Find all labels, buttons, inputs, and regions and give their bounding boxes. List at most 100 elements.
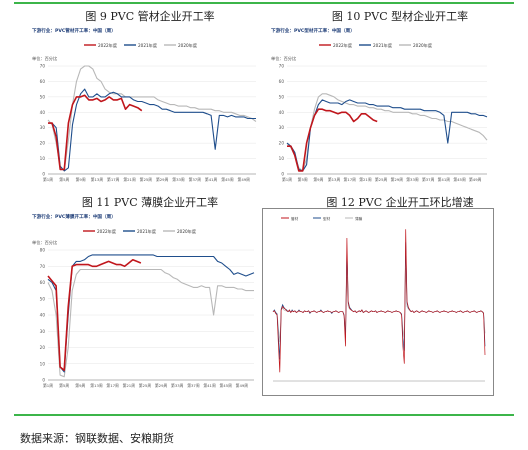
chart-9-svg: 下游行业：PVC管材开工率：中国（周） 2022年度 2021年度 2020年度单位：… bbox=[32, 27, 257, 182]
figure-title-11: 图 11 PVC 薄膜企业开工率 bbox=[81, 196, 219, 209]
series-line-薄膜 bbox=[272, 268, 486, 343]
y-tick-label: 70 bbox=[40, 64, 46, 69]
series-line-2021年度 bbox=[48, 88, 256, 172]
y-tick-label: 40 bbox=[279, 110, 285, 115]
y-tick-label: 60 bbox=[40, 79, 46, 84]
y-tick-label: 50 bbox=[279, 94, 285, 99]
y-tick-label: 50 bbox=[40, 296, 46, 301]
chart-title: 下游行业：PVC薄膜开工率：中国（周） bbox=[32, 213, 116, 220]
x-tick-label: 第45周 bbox=[453, 177, 466, 182]
legend-label: 2022年度 bbox=[333, 42, 353, 49]
x-tick-label: 第49周 bbox=[236, 383, 249, 388]
legend-label: 2022年度 bbox=[97, 228, 117, 235]
y-tick-label: 60 bbox=[40, 280, 46, 285]
series-line-2022年度 bbox=[48, 94, 143, 171]
y-tick-label: 0 bbox=[42, 172, 45, 177]
y-tick-label: 20 bbox=[40, 345, 46, 350]
x-tick-label: 第25周 bbox=[140, 177, 153, 182]
chart-panel-10: 下游行业：PVC型材开工率：中国（周） 2022年度 2021年度 2020年度 单位：… bbox=[265, 22, 493, 188]
x-tick-label: 第9周 bbox=[313, 177, 323, 182]
legend-label: 2020年度 bbox=[413, 42, 433, 49]
x-tick-label: 第5周 bbox=[59, 383, 69, 388]
chart-10-svg: 下游行业：PVC型材开工率：中国（周） 2022年度 2021年度 2020年度单位：… bbox=[271, 27, 488, 182]
x-tick-label: 第17周 bbox=[107, 177, 120, 182]
x-tick-label: 第49周 bbox=[238, 177, 251, 182]
x-tick-label: 第29周 bbox=[155, 383, 168, 388]
chart-11-svg: 下游行业：PVC薄膜开工率：中国（周） 2022年度 2021年度 2020年度单位：… bbox=[32, 213, 255, 388]
legend-label: 2021年度 bbox=[137, 228, 157, 235]
y-tick-label: 80 bbox=[40, 248, 46, 253]
y-axis-label: 单位：百分比 bbox=[32, 239, 57, 246]
x-tick-label: 第25周 bbox=[139, 383, 152, 388]
legend: 2022年度 2021年度 2020年度 bbox=[84, 42, 198, 49]
legend-label: 2022年度 bbox=[98, 42, 118, 49]
chart-panel-11: 下游行业：PVC薄膜开工率：中国（周） 2022年度 2021年度 2020年度单位：… bbox=[26, 208, 260, 394]
x-tick-label: 第45周 bbox=[220, 383, 233, 388]
y-tick-label: 70 bbox=[40, 264, 46, 269]
series-line-2022年度 bbox=[287, 108, 378, 172]
x-tick-label: 第33周 bbox=[172, 177, 185, 182]
series-line-管材 bbox=[272, 229, 486, 373]
x-tick-label: 第49周 bbox=[469, 177, 482, 182]
series-line-2021年度 bbox=[47, 254, 255, 373]
source-note: 数据来源：钢联数据、安粮期货 bbox=[20, 432, 174, 445]
series-line-型材 bbox=[272, 242, 486, 360]
y-tick-label: 60 bbox=[279, 79, 285, 84]
x-tick-label: 第45周 bbox=[221, 177, 234, 182]
legend-label: 2021年度 bbox=[373, 42, 393, 49]
x-tick-label: 第37周 bbox=[187, 383, 200, 388]
y-tick-label: 10 bbox=[279, 156, 285, 161]
x-tick-label: 第21周 bbox=[359, 177, 372, 182]
x-tick-label: 第5周 bbox=[298, 177, 308, 182]
x-tick-label: 第13周 bbox=[91, 177, 104, 182]
x-tick-label: 第1周 bbox=[43, 177, 53, 182]
y-tick-label: 0 bbox=[42, 378, 45, 383]
legend-label: 2021年度 bbox=[138, 42, 158, 49]
y-tick-label: 70 bbox=[279, 64, 285, 69]
x-tick-label: 第41周 bbox=[205, 177, 218, 182]
series-line-2020年度 bbox=[286, 93, 488, 172]
y-tick-label: 40 bbox=[40, 313, 46, 318]
figure-title-12: 图 12 PVC 企业开工环比增速 bbox=[326, 196, 474, 209]
x-tick-label: 第9周 bbox=[76, 177, 86, 182]
x-tick-label: 第29周 bbox=[391, 177, 404, 182]
x-tick-label: 第41周 bbox=[438, 177, 451, 182]
y-tick-label: 40 bbox=[40, 110, 46, 115]
series-line-2022年度 bbox=[47, 259, 142, 372]
x-tick-label: 第1周 bbox=[43, 383, 53, 388]
y-tick-label: 30 bbox=[40, 125, 46, 130]
y-tick-label: 10 bbox=[40, 156, 46, 161]
x-tick-label: 第13周 bbox=[90, 383, 103, 388]
chart-title: 下游行业：PVC型材开工率：中国（周） bbox=[271, 27, 355, 34]
legend-label: 型材 bbox=[323, 216, 331, 221]
legend-label: 2020年度 bbox=[178, 42, 198, 49]
figure-title-10: 图 10 PVC 型材企业开工率 bbox=[331, 10, 469, 23]
top-rule bbox=[14, 2, 514, 4]
x-tick-label: 第21周 bbox=[123, 383, 136, 388]
x-tick-label: 第25周 bbox=[375, 177, 388, 182]
legend: 2022年度 2021年度 2020年度 bbox=[319, 42, 433, 49]
x-tick-label: 第33周 bbox=[406, 177, 419, 182]
x-tick-label: 第33周 bbox=[171, 383, 184, 388]
series-line-2020年度 bbox=[47, 65, 257, 172]
y-tick-label: 30 bbox=[40, 329, 46, 334]
y-tick-label: 10 bbox=[40, 361, 46, 366]
y-axis-label: 单位：百分比 bbox=[32, 55, 57, 62]
figure-title-9: 图 9 PVC 管材企业开工率 bbox=[85, 10, 215, 23]
y-tick-label: 20 bbox=[279, 141, 285, 146]
chart-title: 下游行业：PVC管材开工率：中国（周） bbox=[32, 27, 116, 34]
x-tick-label: 第37周 bbox=[422, 177, 435, 182]
chart-panel-9: 下游行业：PVC管材开工率：中国（周） 2022年度 2021年度 2020年度单位：… bbox=[26, 22, 262, 188]
y-tick-label: 50 bbox=[40, 94, 46, 99]
x-tick-label: 第1周 bbox=[282, 177, 292, 182]
legend: 2022年度 2021年度 2020年度 bbox=[83, 228, 197, 235]
x-tick-label: 第37周 bbox=[189, 177, 202, 182]
x-tick-label: 第41周 bbox=[203, 383, 216, 388]
y-tick-label: 0 bbox=[281, 172, 284, 177]
legend-label: 薄膜 bbox=[355, 216, 363, 221]
x-tick-label: 第21周 bbox=[123, 177, 136, 182]
series-line-2021年度 bbox=[286, 99, 488, 172]
x-tick-label: 第17周 bbox=[344, 177, 357, 182]
legend-label: 2020年度 bbox=[177, 228, 197, 235]
legend-label: 管材 bbox=[291, 216, 299, 221]
